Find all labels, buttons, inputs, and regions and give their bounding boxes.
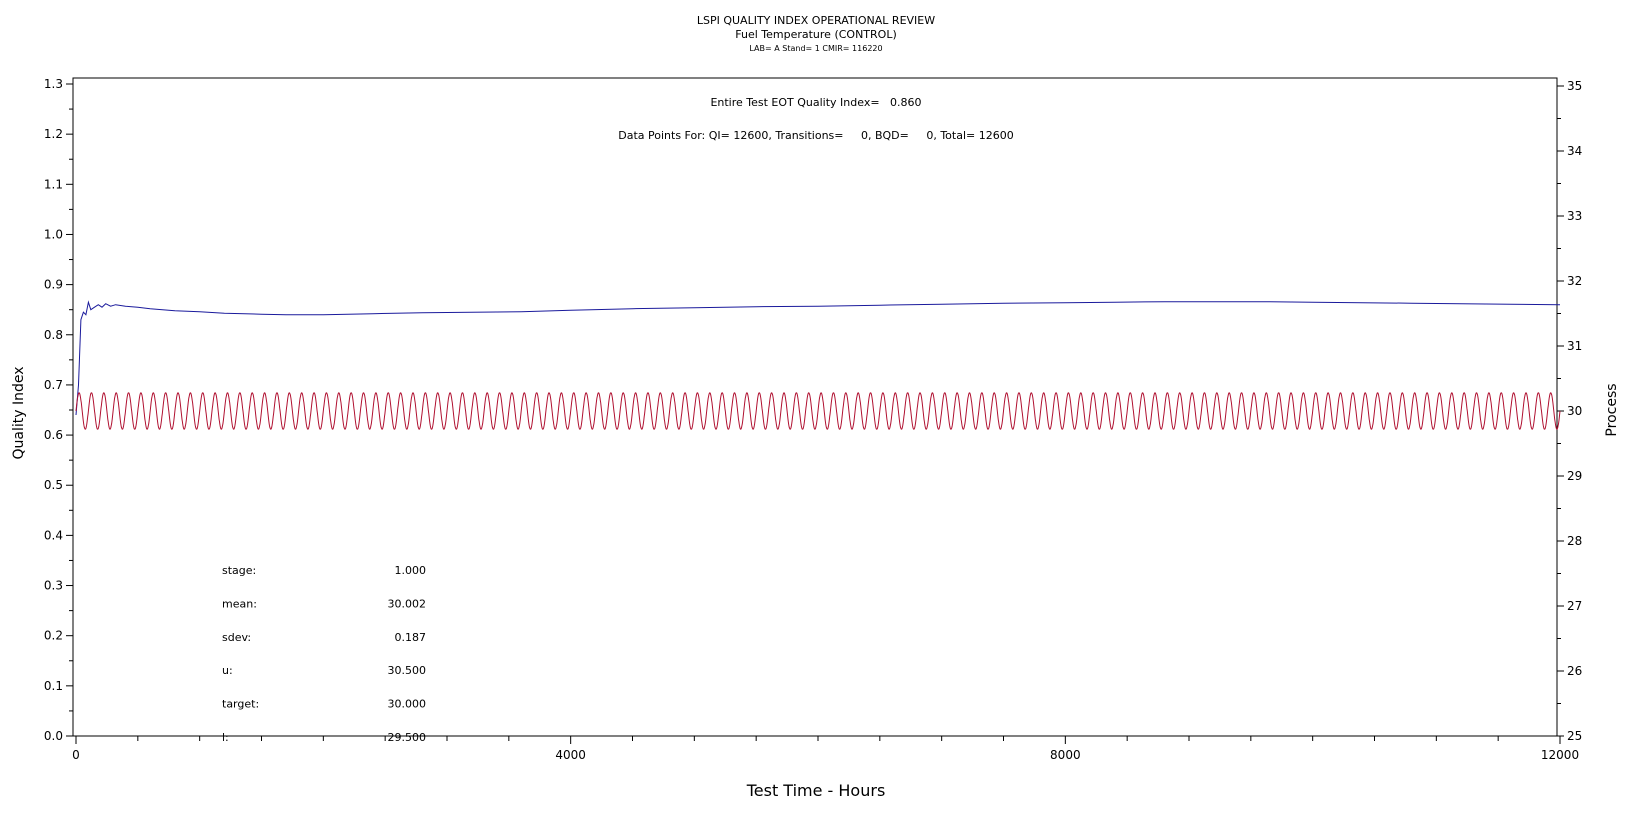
- y-right-tick-label: 29: [1567, 469, 1582, 483]
- y-left-tick-label: 0.0: [44, 729, 63, 743]
- stat-label: mean:: [222, 597, 257, 610]
- plot-frame: [72, 77, 1558, 737]
- y-right-tick-label: 35: [1567, 79, 1582, 93]
- y-left-tick-label: 0.7: [44, 378, 63, 392]
- y-axis-right: 25 26 27 28 29 30 31 32 33 34 35: [1557, 79, 1582, 743]
- chart-subtitle: Fuel Temperature (CONTROL): [735, 28, 897, 41]
- y-left-tick-label: 1.0: [44, 227, 63, 241]
- y-right-tick-label: 27: [1567, 599, 1582, 613]
- x-tick-label: 8000: [1050, 748, 1081, 762]
- stat-value: 29.500: [388, 731, 427, 744]
- y-left-tick-label: 1.2: [44, 127, 63, 141]
- series-layer: [75, 300, 1561, 430]
- y-right-tick-label: 30: [1567, 404, 1582, 418]
- y-axis-left: 0.0 0.1 0.2 0.3 0.4 0.5 0.6 0.7 0.8 0.9 1.0 1.1 1.2 1…: [44, 77, 73, 743]
- y-right-tick-label: 31: [1567, 339, 1582, 353]
- y-right-tick-label: 26: [1567, 664, 1582, 678]
- stat-value: 30.500: [388, 664, 427, 677]
- process-series-line: [75, 392, 1561, 430]
- stat-label: stage:: [222, 564, 256, 577]
- y-left-tick-label: 0.1: [44, 679, 63, 693]
- y-axis-left-label: Quality Index: [11, 366, 27, 459]
- y-left-tick-label: 1.1: [44, 177, 63, 191]
- y-axis-right-label: Process: [1604, 383, 1620, 436]
- y-left-tick-label: 0.3: [44, 579, 63, 593]
- y-right-tick-label: 34: [1567, 144, 1582, 158]
- y-right-tick-label: 32: [1567, 274, 1582, 288]
- x-tick-label: 0: [72, 748, 80, 762]
- y-left-tick-label: 0.9: [44, 278, 63, 292]
- stat-label: l:: [222, 731, 229, 744]
- stats-block: stage: 1.000 mean: 30.002 sdev: 0.187 u: 30.500…: [222, 564, 426, 744]
- stat-value: 30.000: [388, 698, 427, 711]
- y-right-tick-label: 25: [1567, 729, 1582, 743]
- stat-value: 0.187: [395, 631, 427, 644]
- stat-label: sdev:: [222, 631, 251, 644]
- x-axis: 0 4000 8000 12000: [72, 736, 1579, 762]
- x-tick-label: 4000: [555, 748, 586, 762]
- stat-value: 30.002: [388, 597, 427, 610]
- eot-quality-index-annotation: Entire Test EOT Quality Index= 0.860: [710, 96, 921, 109]
- stat-value: 1.000: [395, 564, 427, 577]
- chart-subsubtitle: LAB= A Stand= 1 CMIR= 116220: [749, 44, 882, 53]
- y-left-tick-label: 0.5: [44, 478, 63, 492]
- y-right-tick-label: 33: [1567, 209, 1582, 223]
- data-points-annotation: Data Points For: QI= 12600, Transitions=…: [618, 129, 1013, 142]
- x-tick-label: 12000: [1541, 748, 1579, 762]
- y-left-tick-label: 0.4: [44, 528, 63, 542]
- y-left-tick-label: 1.3: [44, 77, 63, 91]
- x-axis-label: Test Time - Hours: [746, 781, 886, 800]
- stat-label: u:: [222, 664, 233, 677]
- quality-index-series-line: [75, 300, 1561, 416]
- y-left-tick-label: 0.2: [44, 629, 63, 643]
- y-left-tick-label: 0.8: [44, 328, 63, 342]
- chart-title: LSPI QUALITY INDEX OPERATIONAL REVIEW: [697, 14, 935, 27]
- y-left-tick-label: 0.6: [44, 428, 63, 442]
- stat-label: target:: [222, 698, 259, 711]
- y-right-tick-label: 28: [1567, 534, 1582, 548]
